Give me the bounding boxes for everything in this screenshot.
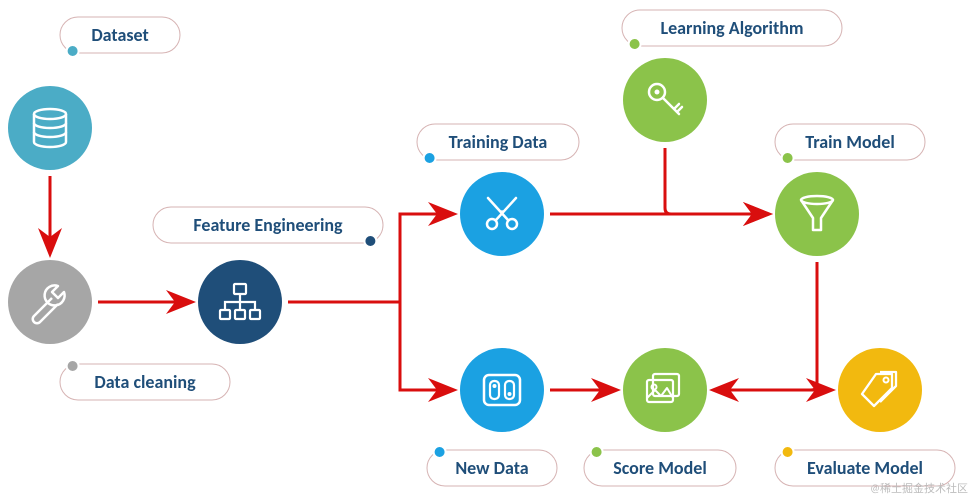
label-feature: Feature Engineering (153, 207, 383, 247)
label-dot-score_model (591, 446, 603, 458)
node-feature (198, 260, 282, 344)
label-text-score_model: Score Model (613, 457, 707, 479)
label-text-evaluate: Evaluate Model (807, 457, 923, 479)
label-dot-newdata (434, 446, 446, 458)
label-dot-algorithm (629, 38, 641, 50)
label-algorithm: Learning Algorithm (622, 10, 842, 50)
label-text-algorithm: Learning Algorithm (660, 17, 803, 39)
label-dot-dataset (67, 45, 79, 57)
label-text-dataset: Dataset (91, 24, 148, 46)
label-train_model: Train Model (775, 124, 925, 164)
label-text-train_model: Train Model (805, 131, 895, 153)
label-dot-evaluate (782, 446, 794, 458)
label-cleaning: Data cleaning (60, 360, 230, 400)
ml-pipeline-diagram: Dataset Data cleaning Feature Engineering T… (0, 0, 976, 500)
node-evaluate (838, 348, 922, 432)
label-text-newdata: New Data (455, 457, 528, 479)
node-training (460, 172, 544, 256)
label-dot-training (424, 152, 436, 164)
node-algorithm (623, 58, 707, 142)
label-dot-train_model (782, 152, 794, 164)
node-dataset (8, 86, 92, 170)
label-dot-feature (364, 235, 376, 247)
edges-layer (50, 148, 830, 390)
node-newdata (460, 348, 544, 432)
node-score_model (623, 348, 707, 432)
label-newdata: New Data (427, 446, 557, 486)
watermark-text: @稀土掘金技术社区 (870, 480, 968, 496)
label-score_model: Score Model (584, 446, 736, 486)
label-dot-cleaning (67, 360, 79, 372)
node-cleaning (8, 260, 92, 344)
edge-algorithm-to-train_model (665, 148, 767, 214)
label-text-training: Training Data (449, 131, 548, 153)
edge-train_model-to-score_model (715, 262, 817, 390)
label-training: Training Data (417, 124, 579, 164)
label-text-cleaning: Data cleaning (94, 371, 196, 393)
label-text-feature: Feature Engineering (193, 214, 343, 236)
label-dataset: Dataset (60, 17, 180, 57)
node-train_model (775, 172, 859, 256)
edge-feature-to-newdata (288, 302, 452, 390)
